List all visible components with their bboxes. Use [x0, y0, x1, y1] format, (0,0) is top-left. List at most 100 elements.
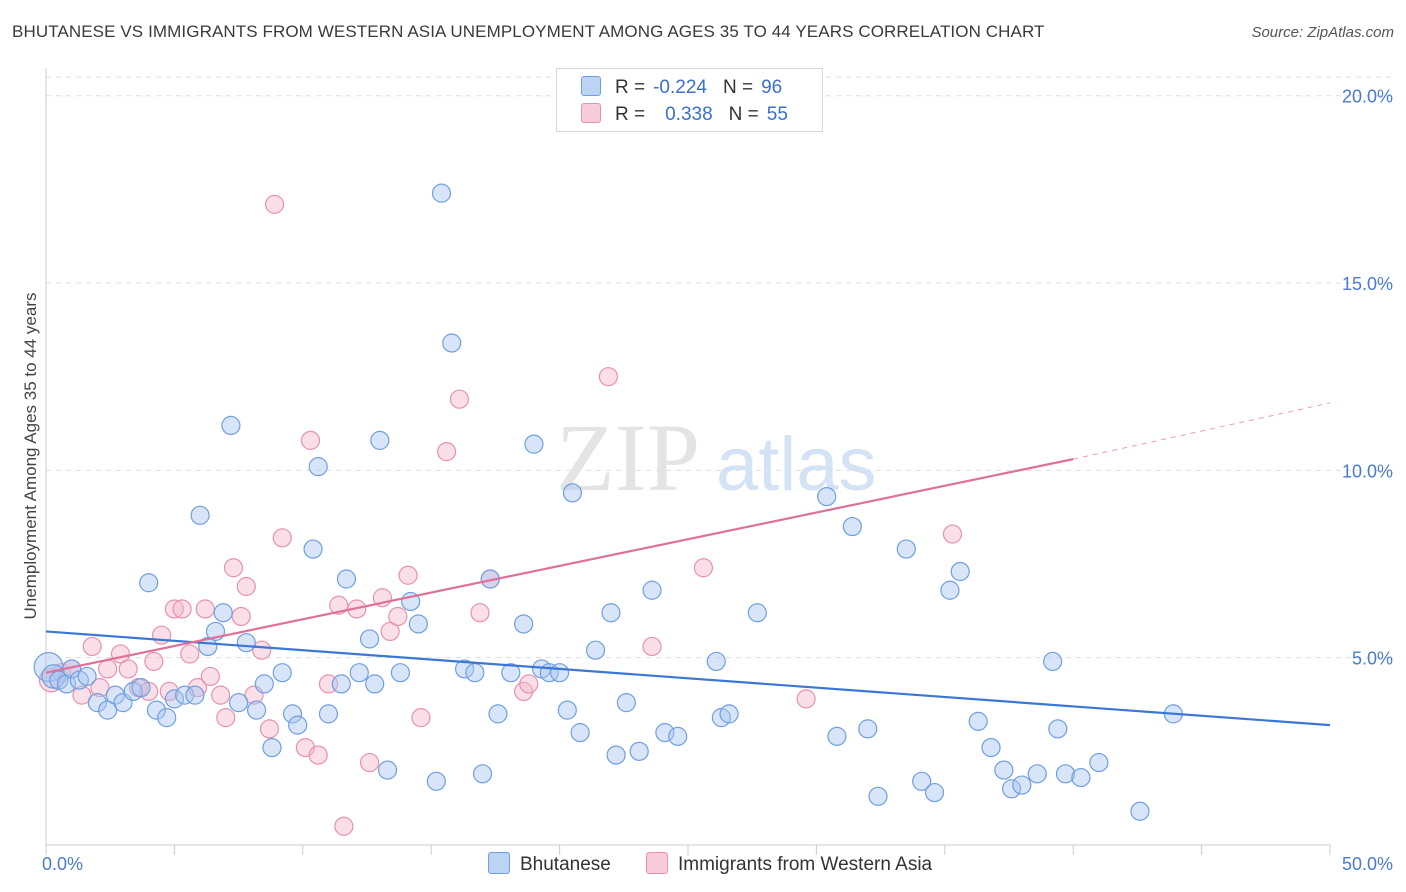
bhutanese-point [981, 737, 1001, 758]
bhutanese-point [642, 580, 662, 600]
bhutanese-point [185, 685, 205, 705]
immigrant-point [272, 528, 292, 548]
bhutanese-point [365, 674, 385, 694]
bhutanese-point [77, 666, 97, 687]
bhutanese-point [431, 183, 452, 203]
bhutanese-point [562, 483, 583, 503]
bottom-legend-immigrants: Immigrants from Western Asia [646, 852, 932, 876]
bottom-swatch-pink [646, 852, 668, 874]
immigrant-point [236, 576, 256, 597]
immigrant-point [598, 367, 618, 387]
bhutanese-point [98, 700, 118, 720]
immigrant-point [151, 625, 172, 645]
watermark-zip: ZIP [556, 404, 700, 511]
immigrant-point [380, 621, 400, 642]
bhutanese-point [629, 741, 649, 761]
bhutanese-point [940, 580, 960, 600]
bhutanese-point [164, 689, 184, 709]
bhutanese-point [601, 603, 621, 623]
tick-labels: 5.0% 10.0% 15.0% 20.0% 0.0% 50.0% [42, 87, 1393, 874]
legend-n-label: N = [728, 104, 759, 125]
immigrant-point [82, 636, 102, 657]
bhutanese-point [585, 640, 606, 660]
bhutanese-point [719, 704, 739, 724]
bhutanese-point [655, 723, 675, 743]
bhutanese-point [950, 561, 970, 582]
bhutanese-point [426, 771, 446, 791]
legend-r-value: 0.338 [665, 104, 713, 125]
legend-swatch-pink [581, 103, 601, 123]
immigrant-point [329, 595, 349, 615]
bhutanese-point [465, 663, 485, 683]
immigrant-point [519, 674, 539, 694]
chart-title: BHUTANESE VS IMMIGRANTS FROM WESTERN ASI… [12, 22, 1045, 41]
bottom-legend-label-immigrants: Immigrants from Western Asia [678, 854, 933, 875]
immigrant-point [411, 708, 431, 728]
immigrant-point [449, 389, 470, 409]
bhutanese-point [254, 674, 274, 694]
bhutanese-point [272, 663, 292, 683]
bhutanese-point [488, 704, 508, 724]
y-tick-label: 15.0% [1342, 274, 1393, 294]
immigrant-point [470, 603, 490, 623]
bhutanese-point [262, 737, 282, 758]
immigrant-point [231, 606, 251, 627]
bhutanese-point [1048, 719, 1068, 739]
series-bhutanese [33, 183, 1183, 821]
immigrant-point [223, 558, 244, 578]
immigrant-point [38, 667, 64, 693]
y-tick-label: 20.0% [1342, 87, 1393, 107]
bhutanese-point [408, 614, 428, 634]
legend-r-label: R = [615, 77, 646, 98]
bhutanese-point [349, 663, 369, 683]
immigrant-point [252, 640, 272, 660]
bhutanese-point [924, 782, 945, 803]
bhutanese-point [139, 573, 159, 593]
bhutanese-point [303, 539, 323, 559]
legend-n-value: 96 [761, 77, 783, 98]
immigrant-point [172, 599, 192, 619]
trend-line-immigrants [45, 458, 1074, 674]
bhutanese-point [557, 700, 577, 720]
bhutanese-point [229, 693, 249, 713]
immigrant-point [144, 651, 164, 672]
bhutanese-point [308, 457, 328, 477]
x-tick-label-max: 50.0% [1342, 854, 1393, 874]
bhutanese-point [370, 430, 390, 450]
legend-r-label: R = [615, 104, 646, 125]
bhutanese-point [472, 764, 493, 784]
immigrant-point [72, 685, 92, 705]
immigrant-point [200, 666, 220, 687]
bhutanese-point [131, 678, 151, 698]
watermark-atlas: atlas [716, 422, 877, 507]
bhutanese-point [606, 745, 626, 765]
bhutanese-point [1130, 801, 1150, 821]
bhutanese-point [668, 726, 688, 746]
bhutanese-point [146, 700, 167, 720]
x-tick-label-min: 0.0% [42, 854, 83, 874]
immigrant-point [98, 659, 118, 679]
immigrant-point [796, 689, 816, 709]
bhutanese-point [524, 434, 544, 454]
bhutanese-point [896, 539, 916, 559]
bhutanese-point [282, 704, 303, 724]
bhutanese-point [318, 704, 339, 724]
immigrant-point [164, 599, 184, 619]
bhutanese-point [842, 516, 862, 537]
legend-r-value: -0.224 [653, 77, 707, 98]
bhutanese-point [514, 614, 534, 634]
trend-line-immigrants-extension [1073, 402, 1331, 460]
legend-row-bhutanese: R = -0.224 N = 96 [581, 76, 782, 100]
bhutanese-point [175, 685, 195, 705]
bhutanese-point [912, 771, 932, 791]
bhutanese-point [1027, 764, 1047, 784]
y-tick-label: 10.0% [1342, 461, 1393, 481]
immigrant-point [180, 644, 200, 664]
bhutanese-point [858, 719, 878, 739]
bhutanese-point [331, 674, 351, 694]
bhutanese-point [246, 700, 267, 720]
bhutanese-point [501, 663, 521, 683]
bhutanese-point [1012, 775, 1032, 795]
bhutanese-point [1071, 767, 1091, 788]
bhutanese-point [1001, 779, 1022, 799]
